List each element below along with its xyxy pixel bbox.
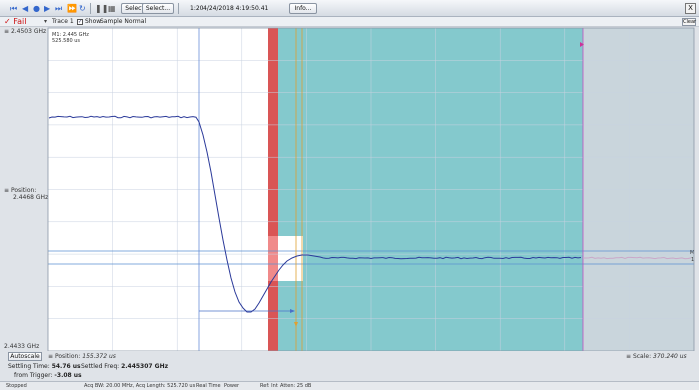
right-marker-label: M [690,250,694,256]
marker-time-text: 525.580 us [52,38,80,44]
toolbar-separator [178,3,179,14]
run-state: Stopped [6,383,27,389]
toolbar: ⏮ ◀ ● ▶ ⏭ ⏩ ↻ ❚❚ ▦ Select all Select... … [0,0,699,17]
acquisition-datetime: 4/24/2018 4:19:50.41 [203,5,269,12]
frequency-vs-time-plot[interactable]: M1: 2.445 GHz 525.580 us M 1 [0,27,699,351]
frequency-trace [48,115,582,313]
grid-icon[interactable]: ▦ [108,4,116,13]
fast-forward-icon[interactable]: ⏩ [67,4,77,13]
power-mode[interactable]: Power [224,383,240,389]
show-checkbox[interactable]: ✓ [77,19,83,25]
attenuation-setting[interactable]: Atten: 25 dB [280,383,312,389]
stop-icon[interactable]: ● [33,4,40,13]
step-icon[interactable]: ⏭ [55,4,63,13]
end-marker-flag [580,42,584,47]
trace-selector[interactable]: Trace 1 [52,18,74,25]
trace-dropdown-icon[interactable]: ▾ [44,18,48,25]
settling-time-readout: Settling Time: 54.76 us [8,363,81,370]
detection-mode: Sample Normal [100,18,147,25]
settling-mask-pink [268,236,278,281]
scale-readout: ≡ Scale: 370.240 us [626,353,687,360]
info-button[interactable]: Info... [289,3,317,14]
prev-icon[interactable]: ◀ [22,4,29,13]
fail-indicator: ✓ Fail [4,17,27,26]
status-bar: Stopped Acq BW: 20.00 MHz, Acq Length: 5… [0,381,699,390]
settled-marker-flag [294,322,298,327]
realtime-mode[interactable]: Real Time [196,383,221,389]
autoscale-button[interactable]: Autoscale [8,352,42,361]
plot-border [47,27,695,351]
select-button[interactable]: Select... [142,3,174,14]
clear-button[interactable]: Clear [682,18,697,26]
close-button[interactable]: X [685,3,696,14]
marker-frequency-text: M1: 2.445 GHz [52,32,89,38]
toolbar-separator [90,3,91,14]
y-axis-bottom-label: 2.4433 GHz [4,343,40,350]
settling-arrow-head [290,309,295,313]
y-axis-position-label: ≡ Position: [4,187,37,194]
show-label: Show [85,18,102,25]
plot-footer: Autoscale ≡ Position: 155.372 us ≡ Scale… [0,351,699,362]
skip-back-icon[interactable]: ⏮ [10,4,18,13]
y-axis-top-label: ≡ 2.4503 GHz [4,28,47,35]
refresh-icon[interactable]: ↻ [79,4,86,13]
right-marker-label-2: 1 [691,257,694,263]
settled-freq-readout: Settled Freq: 2.445307 GHz [81,363,169,370]
measurement-status-row: ✓ Fail ▾ Trace 1 ✓ Show Sample Normal Cl… [0,17,699,27]
play-icon[interactable]: ▶ [44,4,51,13]
pause-icon[interactable]: ❚❚ [95,4,109,13]
reference-setting[interactable]: Ref: Int [260,383,278,389]
y-axis-position-value: 2.4468 GHz [13,194,49,201]
position-readout: ≡ Position: 155.372 us [48,353,116,360]
frequency-trace-tail [583,256,692,260]
zoom-readout: 1:20 [190,5,204,12]
from-trigger-readout: from Trigger: -3.08 us [14,372,82,379]
acquisition-settings[interactable]: Acq BW: 20.00 MHz, Acq Length: 525.720 u… [84,383,196,389]
plot-grid [48,28,694,351]
